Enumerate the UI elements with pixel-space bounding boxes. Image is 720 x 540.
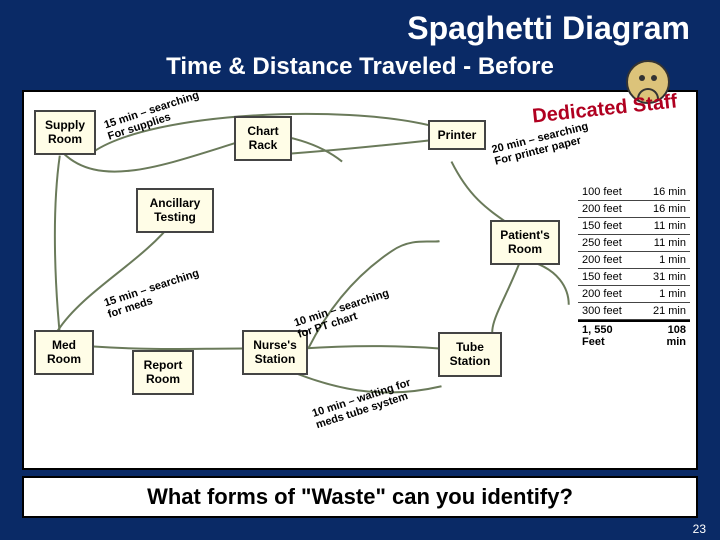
distance-time-table: 100 feet16 min200 feet16 min150 feet11 m…	[578, 184, 690, 350]
room-chart-rack: Chart Rack	[234, 116, 292, 161]
page-number: 23	[693, 522, 706, 536]
room-ancillary: Ancillary Testing	[136, 188, 214, 233]
room-patients: Patient's Room	[490, 220, 560, 265]
room-printer: Printer	[428, 120, 486, 150]
slide-subtitle: Time & Distance Traveled - Before	[0, 49, 720, 89]
diagram-container: Supply Room Chart Rack Printer Ancillary…	[22, 90, 698, 470]
conclusion-banner: What forms of "Waste" can you identify?	[22, 476, 698, 518]
room-supply: Supply Room	[34, 110, 96, 155]
room-report: Report Room	[132, 350, 194, 395]
room-med: Med Room	[34, 330, 94, 375]
slide-title: Spaghetti Diagram	[0, 0, 720, 49]
room-tube: Tube Station	[438, 332, 502, 377]
